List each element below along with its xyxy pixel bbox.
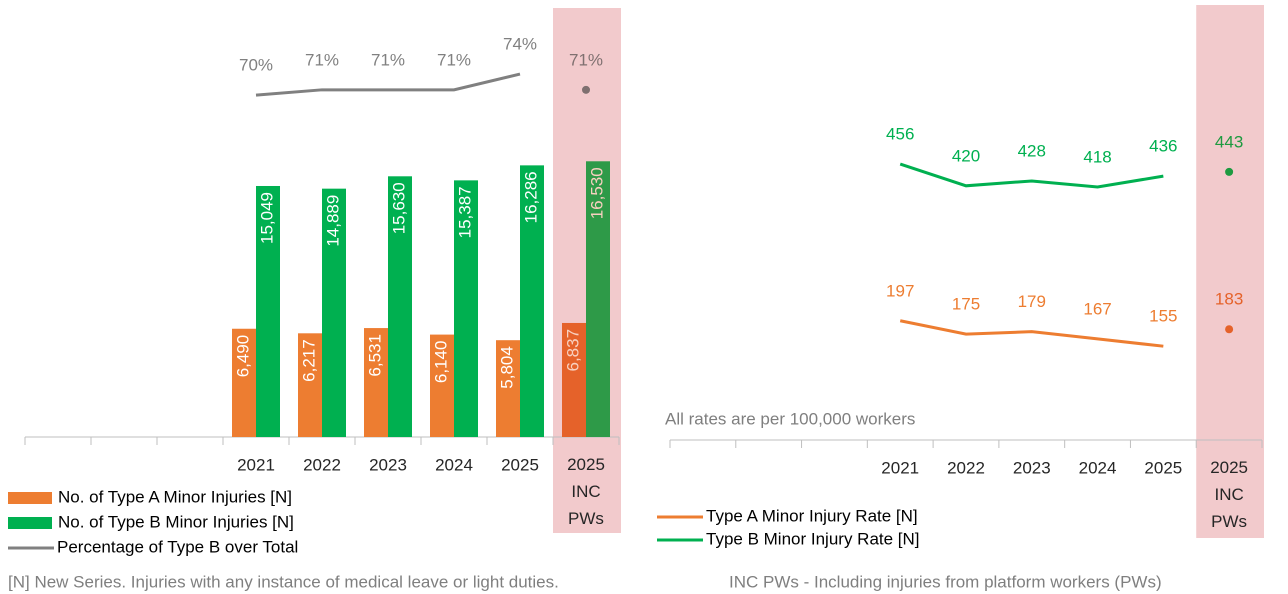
legend-swatch: [8, 492, 52, 504]
bar: [388, 176, 412, 437]
legend-label: Type A Minor Injury Rate [N]: [706, 506, 918, 525]
value-label: 71%: [371, 50, 405, 69]
value-label: 197: [886, 281, 914, 300]
x-tick-label: 2025 INC PWs: [1210, 458, 1248, 531]
value-label: 6,140: [431, 341, 450, 384]
bar: [562, 322, 586, 437]
legend-label: No. of Type B Minor Injuries [N]: [58, 512, 294, 531]
x-tick-label: 2024: [1079, 458, 1117, 477]
x-tick-label: 2023: [1013, 458, 1051, 477]
value-label: 16,286: [521, 171, 540, 223]
x-tick-label: 2022: [947, 458, 985, 477]
value-label: 155: [1149, 307, 1177, 326]
value-label: 167: [1083, 299, 1111, 318]
value-label: 16,530: [587, 167, 606, 219]
value-label: 183: [1215, 290, 1243, 309]
legend-label: Percentage of Type B over Total: [57, 537, 298, 556]
x-tick-label: 2021: [237, 455, 275, 474]
footnote: INC PWs - Including injuries from platfo…: [729, 572, 1162, 591]
x-tick-label: 2021: [881, 458, 919, 477]
value-label: 15,049: [257, 192, 276, 244]
x-tick-label-line: PWs: [1211, 512, 1247, 531]
bar: [454, 180, 478, 437]
x-tick-label: 2025 INC PWs: [567, 455, 605, 528]
value-label: 6,531: [365, 334, 384, 377]
value-label: 6,490: [233, 335, 252, 378]
x-tick-label: 2022: [303, 455, 341, 474]
note: All rates are per 100,000 workers: [665, 409, 915, 428]
x-tick-label: 2025: [1144, 458, 1182, 477]
value-label: 14,889: [323, 195, 342, 247]
x-tick-label-line: INC: [1214, 485, 1243, 504]
bar: [520, 165, 544, 437]
legend-label: Type B Minor Injury Rate [N]: [706, 529, 920, 548]
value-label: 71%: [437, 50, 471, 69]
legend-swatch: [8, 517, 52, 529]
x-tick-label: 2024: [435, 455, 473, 474]
x-tick-label-line: 2025: [1210, 458, 1248, 477]
point: [1225, 167, 1234, 176]
bar: [322, 188, 346, 437]
series-line: [255, 72, 521, 97]
bar: [364, 328, 388, 437]
bar: [298, 333, 322, 437]
bar: [256, 185, 280, 437]
bar: [232, 328, 256, 437]
value-label: 179: [1018, 292, 1046, 311]
value-label: 15,630: [389, 182, 408, 234]
x-tick-label: 2025: [501, 455, 539, 474]
value-label: 175: [952, 295, 980, 314]
value-label: 71%: [569, 50, 603, 69]
highlight-band: [1196, 5, 1264, 538]
bar: [430, 334, 454, 437]
point: [1225, 325, 1234, 334]
value-label: 456: [886, 125, 914, 144]
value-label: 428: [1018, 141, 1046, 160]
bar: [586, 161, 610, 438]
point: [582, 85, 590, 94]
footnote: [N] New Series. Injuries with any instan…: [8, 572, 559, 591]
x-tick-label: 2023: [369, 455, 407, 474]
value-label: 5,804: [497, 346, 516, 389]
value-label: 74%: [503, 35, 537, 54]
x-tick-label-line: 2025: [567, 455, 605, 474]
series-line: [899, 319, 1164, 348]
value-label: 6,837: [563, 329, 582, 372]
value-label: 6,217: [299, 339, 318, 382]
series-line: [899, 162, 1164, 189]
legend-label: No. of Type A Minor Injuries [N]: [58, 487, 292, 506]
x-tick-label-line: PWs: [568, 509, 604, 528]
value-label: 436: [1149, 137, 1177, 156]
x-tick-label-line: INC: [571, 482, 600, 501]
value-label: 15,387: [455, 186, 474, 238]
bar: [496, 340, 520, 437]
value-label: 420: [952, 146, 980, 165]
value-label: 418: [1083, 147, 1111, 166]
value-label: 70%: [239, 56, 273, 75]
value-label: 71%: [305, 50, 339, 69]
value-label: 443: [1215, 132, 1243, 151]
